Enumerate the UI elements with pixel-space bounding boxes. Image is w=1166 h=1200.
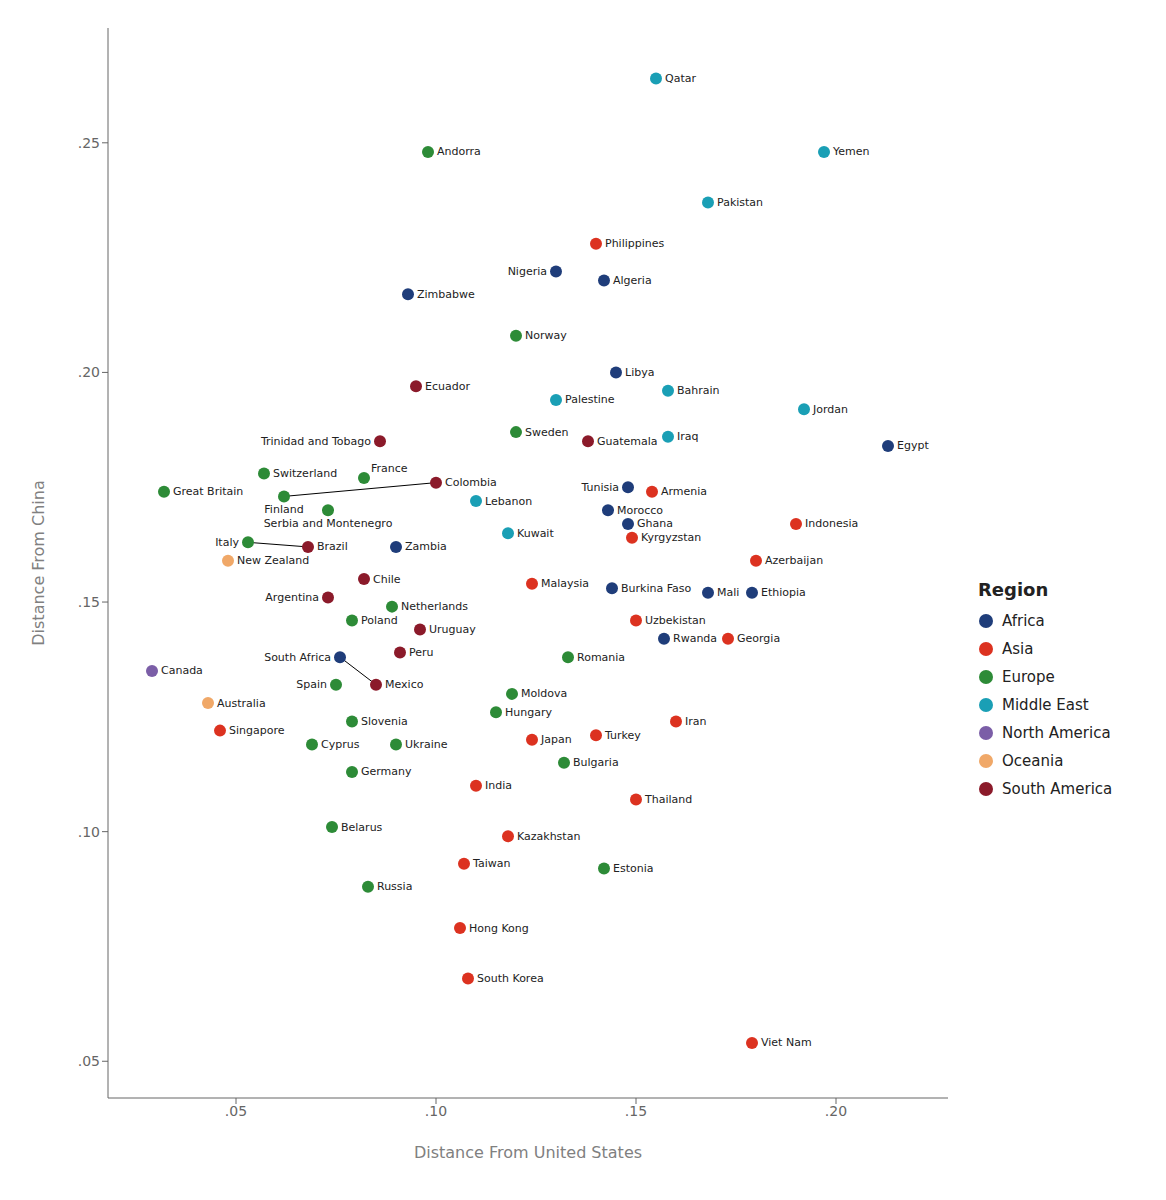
svg-text:Ghana: Ghana bbox=[637, 517, 673, 530]
svg-text:Norway: Norway bbox=[525, 329, 567, 342]
svg-text:Rwanda: Rwanda bbox=[673, 632, 717, 645]
html-text:Oceania: Oceania bbox=[1002, 751, 1064, 770]
svg-text:Pakistan: Pakistan bbox=[717, 196, 763, 209]
svg-text:Kyrgyzstan: Kyrgyzstan bbox=[641, 531, 701, 544]
svg-text:Taiwan: Taiwan bbox=[472, 857, 510, 870]
svg-text:Serbia and Montenegro: Serbia and Montenegro bbox=[264, 517, 393, 530]
svg-text:Hong Kong: Hong Kong bbox=[469, 922, 529, 935]
svg-text:Kazakhstan: Kazakhstan bbox=[517, 830, 580, 843]
svg-text:Zimbabwe: Zimbabwe bbox=[417, 288, 475, 301]
svg-text:Iran: Iran bbox=[685, 715, 707, 728]
html-text:Africa: Africa bbox=[1002, 611, 1045, 630]
svg-text:Azerbaijan: Azerbaijan bbox=[765, 554, 823, 567]
svg-text:Indonesia: Indonesia bbox=[805, 517, 858, 530]
svg-text:Finland: Finland bbox=[264, 503, 303, 516]
svg-text:Nigeria: Nigeria bbox=[508, 265, 547, 278]
svg-text:France: France bbox=[371, 462, 408, 475]
svg-text:Ethiopia: Ethiopia bbox=[761, 586, 806, 599]
svg-text:Poland: Poland bbox=[361, 614, 398, 627]
svg-text:Trinidad and Tobago: Trinidad and Tobago bbox=[260, 435, 371, 448]
svg-text:South Korea: South Korea bbox=[477, 972, 544, 985]
svg-text:Turkey: Turkey bbox=[604, 729, 641, 742]
svg-text:Peru: Peru bbox=[409, 646, 434, 659]
svg-text:Lebanon: Lebanon bbox=[485, 495, 532, 508]
svg-text:Estonia: Estonia bbox=[613, 862, 654, 875]
svg-text:Germany: Germany bbox=[361, 765, 412, 778]
svg-text:Burkina Faso: Burkina Faso bbox=[621, 582, 691, 595]
svg-text:.10: .10 bbox=[78, 824, 100, 840]
svg-text:Zambia: Zambia bbox=[405, 540, 447, 553]
svg-text:.10: .10 bbox=[425, 1103, 447, 1119]
svg-text:Thailand: Thailand bbox=[644, 793, 692, 806]
svg-text:.05: .05 bbox=[225, 1103, 247, 1119]
svg-text:Brazil: Brazil bbox=[317, 540, 348, 553]
svg-text:Guatemala: Guatemala bbox=[597, 435, 658, 448]
svg-text:.20: .20 bbox=[78, 364, 100, 380]
svg-text:.25: .25 bbox=[78, 135, 100, 151]
html-text:Middle East: Middle East bbox=[1002, 695, 1089, 714]
svg-text:Libya: Libya bbox=[625, 366, 654, 379]
svg-text:Jordan: Jordan bbox=[812, 403, 848, 416]
svg-text:Switzerland: Switzerland bbox=[273, 467, 337, 480]
html-text:Region: Region bbox=[978, 578, 1049, 600]
html-text:Europe: Europe bbox=[1002, 667, 1055, 686]
svg-text:Malaysia: Malaysia bbox=[541, 577, 589, 590]
svg-text:Yemen: Yemen bbox=[832, 145, 870, 158]
svg-text:Belarus: Belarus bbox=[341, 821, 383, 834]
svg-text:Argentina: Argentina bbox=[265, 591, 319, 604]
svg-text:.15: .15 bbox=[78, 594, 100, 610]
svg-text:Great Britain: Great Britain bbox=[173, 485, 243, 498]
svg-text:Canada: Canada bbox=[161, 664, 203, 677]
svg-text:Singapore: Singapore bbox=[229, 724, 285, 737]
svg-text:Japan: Japan bbox=[540, 733, 572, 746]
svg-text:Sweden: Sweden bbox=[525, 426, 568, 439]
svg-text:Morocco: Morocco bbox=[617, 504, 663, 517]
svg-text:Tunisia: Tunisia bbox=[580, 481, 619, 494]
svg-text:Moldova: Moldova bbox=[521, 687, 567, 700]
svg-text:India: India bbox=[485, 779, 512, 792]
svg-text:Cyprus: Cyprus bbox=[321, 738, 360, 751]
html-text:Asia: Asia bbox=[1002, 639, 1034, 658]
svg-text:Georgia: Georgia bbox=[737, 632, 780, 645]
svg-text:Philippines: Philippines bbox=[605, 237, 665, 250]
svg-text:Bahrain: Bahrain bbox=[677, 384, 720, 397]
svg-text:Mexico: Mexico bbox=[385, 678, 424, 691]
svg-text:Slovenia: Slovenia bbox=[361, 715, 408, 728]
svg-text:Russia: Russia bbox=[377, 880, 412, 893]
svg-text:Kuwait: Kuwait bbox=[517, 527, 554, 540]
svg-text:Ukraine: Ukraine bbox=[405, 738, 448, 751]
svg-text:New Zealand: New Zealand bbox=[237, 554, 309, 567]
svg-text:Italy: Italy bbox=[215, 536, 239, 549]
svg-text:Viet Nam: Viet Nam bbox=[761, 1036, 812, 1049]
svg-text:Colombia: Colombia bbox=[445, 476, 497, 489]
svg-text:Andorra: Andorra bbox=[437, 145, 481, 158]
svg-text:Chile: Chile bbox=[373, 573, 401, 586]
svg-text:Netherlands: Netherlands bbox=[401, 600, 468, 613]
svg-text:Bulgaria: Bulgaria bbox=[573, 756, 619, 769]
svg-text:Australia: Australia bbox=[217, 697, 266, 710]
svg-text:Iraq: Iraq bbox=[677, 430, 699, 443]
svg-text:Egypt: Egypt bbox=[897, 439, 929, 452]
svg-text:Distance From China: Distance From China bbox=[29, 480, 48, 645]
svg-text:Palestine: Palestine bbox=[565, 393, 615, 406]
svg-text:.15: .15 bbox=[625, 1103, 647, 1119]
svg-text:.20: .20 bbox=[825, 1103, 847, 1119]
svg-text:Armenia: Armenia bbox=[661, 485, 707, 498]
svg-text:Distance From United States: Distance From United States bbox=[414, 1143, 642, 1162]
html-text:North America: North America bbox=[1002, 723, 1111, 742]
svg-text:Mali: Mali bbox=[717, 586, 739, 599]
svg-text:Ecuador: Ecuador bbox=[425, 380, 470, 393]
html-text:South America: South America bbox=[1002, 779, 1113, 798]
svg-text:Romania: Romania bbox=[577, 651, 625, 664]
svg-text:Algeria: Algeria bbox=[613, 274, 652, 287]
svg-text:Hungary: Hungary bbox=[505, 706, 552, 719]
svg-text:South Africa: South Africa bbox=[264, 651, 331, 664]
svg-text:.05: .05 bbox=[78, 1053, 100, 1069]
svg-text:Uruguay: Uruguay bbox=[429, 623, 476, 636]
svg-text:Spain: Spain bbox=[296, 678, 327, 691]
svg-text:Qatar: Qatar bbox=[665, 72, 696, 85]
svg-text:Uzbekistan: Uzbekistan bbox=[645, 614, 706, 627]
